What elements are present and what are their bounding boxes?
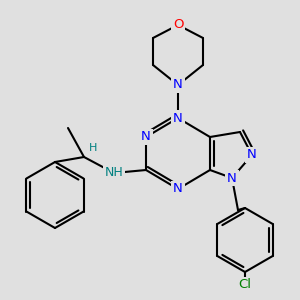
Text: Cl: Cl xyxy=(238,278,251,292)
Text: N: N xyxy=(173,182,183,196)
Text: N: N xyxy=(173,112,183,124)
Text: N: N xyxy=(227,172,237,184)
Text: N: N xyxy=(173,79,183,92)
Text: N: N xyxy=(247,148,257,161)
Text: N: N xyxy=(141,130,151,143)
Text: NH: NH xyxy=(105,167,123,179)
Text: O: O xyxy=(173,19,183,32)
Text: H: H xyxy=(89,143,97,153)
